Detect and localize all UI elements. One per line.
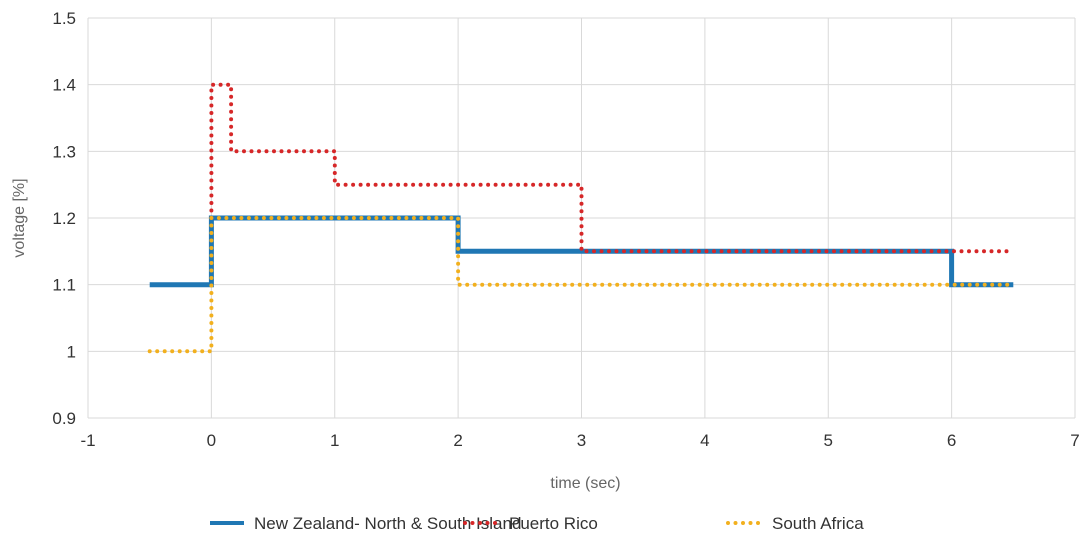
y-tick-label: 1.5 <box>52 9 76 28</box>
y-tick-label: 1 <box>67 342 76 361</box>
x-axis-title: time (sec) <box>550 475 620 492</box>
legend-label: Puerto Rico <box>509 514 598 533</box>
x-tick-label: 1 <box>330 431 339 450</box>
y-tick-label: 1.1 <box>52 276 76 295</box>
legend-label: South Africa <box>772 514 864 533</box>
series-line-puerto-rico <box>209 82 1016 254</box>
x-tick-label: 6 <box>947 431 956 450</box>
y-axis-title: voltage [%] <box>11 178 28 257</box>
x-tick-label: -1 <box>80 431 95 450</box>
series-line-south-africa <box>147 216 1016 354</box>
x-tick-label: 3 <box>577 431 586 450</box>
y-tick-label: 1.4 <box>52 76 76 95</box>
x-tick-label: 0 <box>207 431 216 450</box>
x-tick-label: 7 <box>1070 431 1079 450</box>
x-tick-label: 2 <box>453 431 462 450</box>
legend-label: New Zealand- North & South Island <box>254 514 521 533</box>
y-tick-label: 0.9 <box>52 409 76 428</box>
x-tick-label: 4 <box>700 431 709 450</box>
y-tick-label: 1.3 <box>52 142 76 161</box>
x-tick-label: 5 <box>824 431 833 450</box>
y-tick-label: 1.2 <box>52 209 76 228</box>
